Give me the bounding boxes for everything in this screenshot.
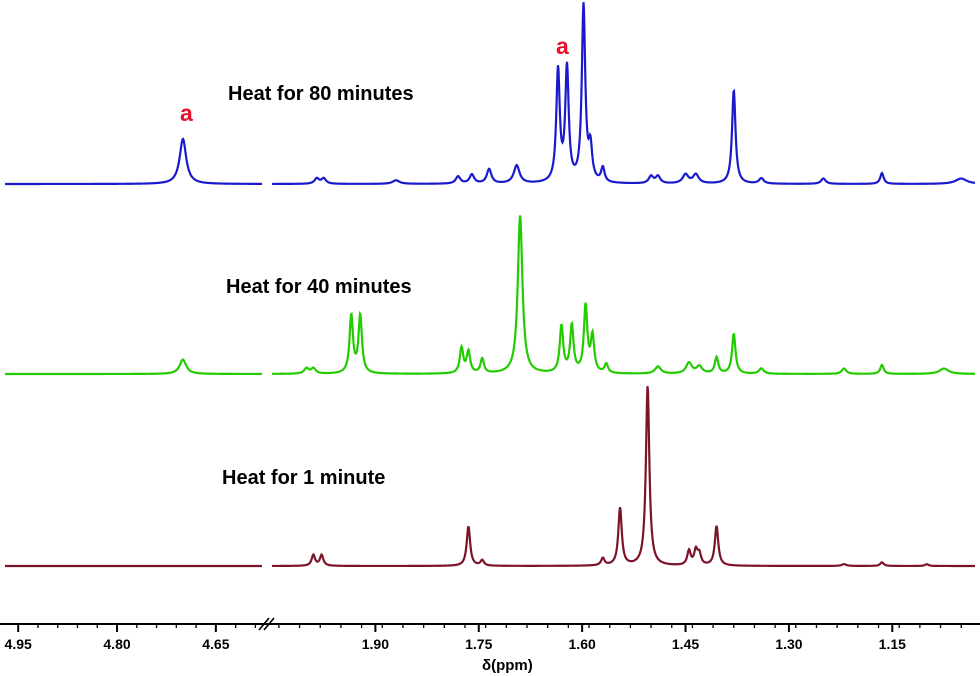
x-tick-label-right-2: 1.60 xyxy=(569,636,596,652)
x-tick-label-left-1: 4.80 xyxy=(103,636,130,652)
x-axis: 4.95 4.80 4.65 1.90 1.75 1.60 1.45 1.30 1.15 xyxy=(0,617,980,652)
spectrum-line-series-1-right xyxy=(272,215,976,375)
series-label-80min: Heat for 80 minutes xyxy=(228,83,414,105)
x-tick-label-left-2: 4.65 xyxy=(202,636,229,652)
axis-break-mark-1 xyxy=(258,617,270,631)
x-tick-label-right-4: 1.30 xyxy=(775,636,802,652)
peak-marker-a-right: a xyxy=(556,33,569,59)
x-tick-label-right-3: 1.45 xyxy=(672,636,699,652)
series-label-1min: Heat for 1 minute xyxy=(222,467,385,489)
x-axis-title: δ(ppm) xyxy=(482,657,533,674)
peak-markers: a a xyxy=(180,33,569,126)
series-label-40min: Heat for 40 minutes xyxy=(226,276,412,298)
spectra-traces xyxy=(5,2,976,568)
x-tick-label-right-1: 1.75 xyxy=(465,636,492,652)
spectrum-line-series-1-left xyxy=(5,358,262,376)
spectrum-line-series-2-right xyxy=(272,386,975,568)
axis-break-mark-2 xyxy=(263,617,275,631)
x-tick-label-right-0: 1.90 xyxy=(362,636,389,652)
x-tick-label-left-0: 4.95 xyxy=(5,636,32,652)
spectrum-line-series-0-right xyxy=(271,2,976,186)
spectrum-line-series-0-left xyxy=(5,137,262,186)
peak-marker-a-left: a xyxy=(180,100,193,126)
x-tick-label-right-5: 1.15 xyxy=(879,636,906,652)
series-labels: Heat for 80 minutes Heat for 40 minutes … xyxy=(222,83,414,489)
